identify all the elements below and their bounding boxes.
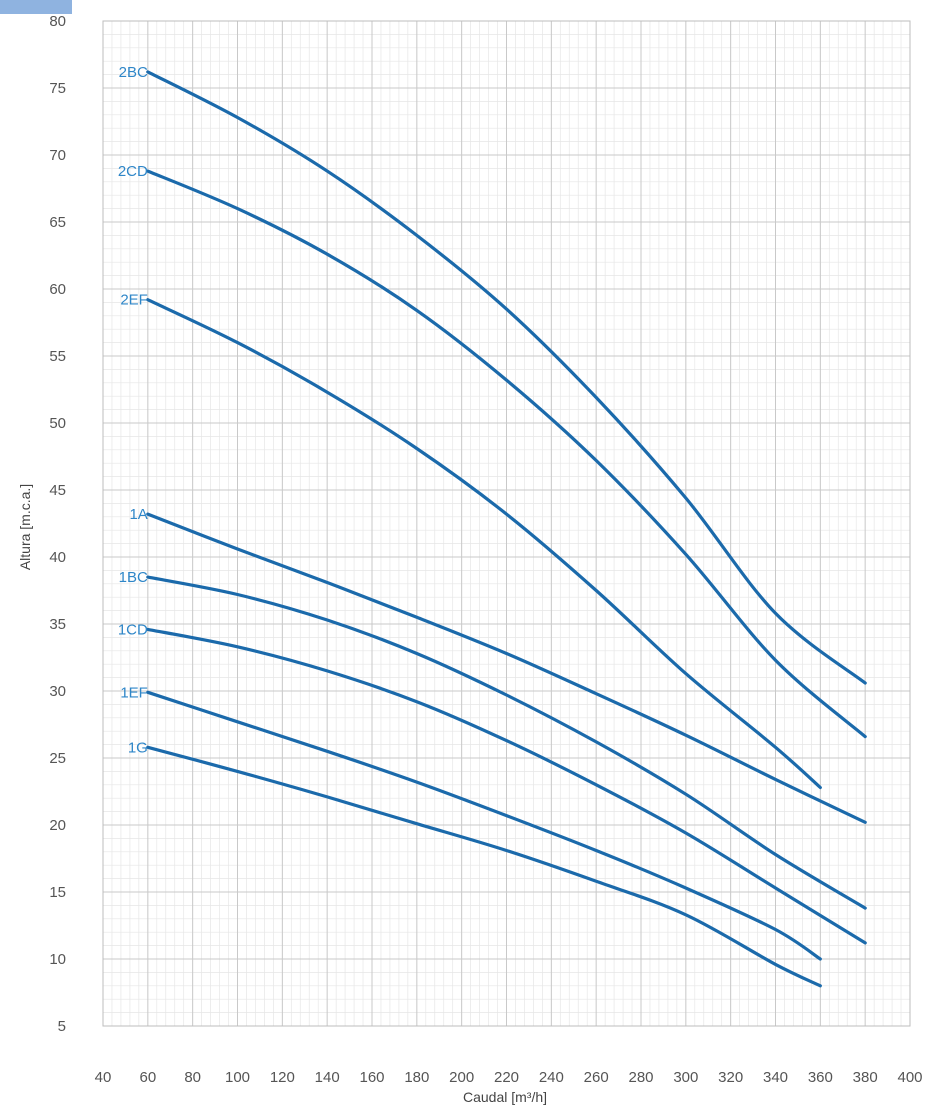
- plot-frame: [102, 20, 911, 1027]
- x-tick-label: 120: [270, 1069, 295, 1086]
- x-tick-label: 320: [718, 1069, 743, 1086]
- x-tick-label: 60: [139, 1069, 156, 1086]
- x-tick-label: 200: [449, 1069, 474, 1086]
- curve-label-1g: 1G: [128, 739, 148, 756]
- y-tick-label: 35: [49, 616, 66, 633]
- curve-label-2cd: 2CD: [118, 163, 148, 180]
- x-axis-label: Caudal [m³/h]: [463, 1089, 547, 1105]
- curve-2ef: [146, 298, 822, 790]
- x-tick-labels: 40 60 80 100 120 140 160 180 200 220 240 260 280 300 3…: [95, 1069, 923, 1086]
- y-tick-label: 70: [49, 147, 66, 164]
- curve-label-1bc: 1BC: [119, 569, 148, 586]
- curve-label-1ef: 1EF: [120, 684, 148, 701]
- curve-1g: [146, 745, 822, 988]
- y-tick-label: 5: [58, 1018, 66, 1035]
- curve-label-2bc: 2BC: [119, 64, 148, 81]
- curves: [146, 70, 867, 988]
- y-tick-label: 20: [49, 817, 66, 834]
- x-tick-label: 80: [184, 1069, 201, 1086]
- curve-labels: 2BC 2CD 2EF 1A 1BC 1CD 1EF 1G: [118, 64, 148, 756]
- y-tick-label: 55: [49, 348, 66, 365]
- y-tick-label: 60: [49, 281, 66, 298]
- curve-1cd: [146, 627, 867, 945]
- curve-label-2ef: 2EF: [120, 292, 148, 309]
- curve-2cd: [146, 169, 867, 739]
- x-tick-label: 360: [808, 1069, 833, 1086]
- y-tick-label: 30: [49, 683, 66, 700]
- x-tick-label: 40: [95, 1069, 112, 1086]
- curve-2bc: [146, 70, 867, 685]
- x-tick-label: 260: [584, 1069, 609, 1086]
- y-tick-label: 80: [49, 13, 66, 30]
- y-tick-label: 15: [49, 884, 66, 901]
- x-tick-label: 100: [225, 1069, 250, 1086]
- y-tick-label: 45: [49, 482, 66, 499]
- x-tick-label: 140: [315, 1069, 340, 1086]
- x-tick-label: 340: [763, 1069, 788, 1086]
- x-tick-label: 280: [628, 1069, 653, 1086]
- y-tick-label: 25: [49, 750, 66, 767]
- x-tick-label: 240: [539, 1069, 564, 1086]
- x-tick-label: 220: [494, 1069, 519, 1086]
- x-tick-label: 380: [853, 1069, 878, 1086]
- y-tick-labels: 5 10 15 20 25 30 35 40 45 50 55 60 65 70 75 80: [49, 13, 66, 1035]
- x-tick-label: 300: [673, 1069, 698, 1086]
- curve-1ef: [146, 690, 822, 961]
- y-tick-label: 65: [49, 214, 66, 231]
- x-tick-label: 160: [359, 1069, 384, 1086]
- y-tick-label: 10: [49, 951, 66, 968]
- corner-tab: [0, 0, 72, 14]
- curve-label-1cd: 1CD: [118, 621, 148, 638]
- y-tick-label: 75: [49, 80, 66, 97]
- x-tick-label: 400: [897, 1069, 922, 1086]
- curve-label-1a: 1A: [129, 506, 147, 523]
- curve-1a: [146, 512, 867, 824]
- y-axis-label: Altura [m.c.a.]: [17, 484, 33, 570]
- x-tick-label: 180: [404, 1069, 429, 1086]
- y-tick-label: 40: [49, 549, 66, 566]
- curve-1bc: [146, 575, 867, 910]
- major-grid: [102, 20, 911, 1027]
- y-tick-label: 50: [49, 415, 66, 432]
